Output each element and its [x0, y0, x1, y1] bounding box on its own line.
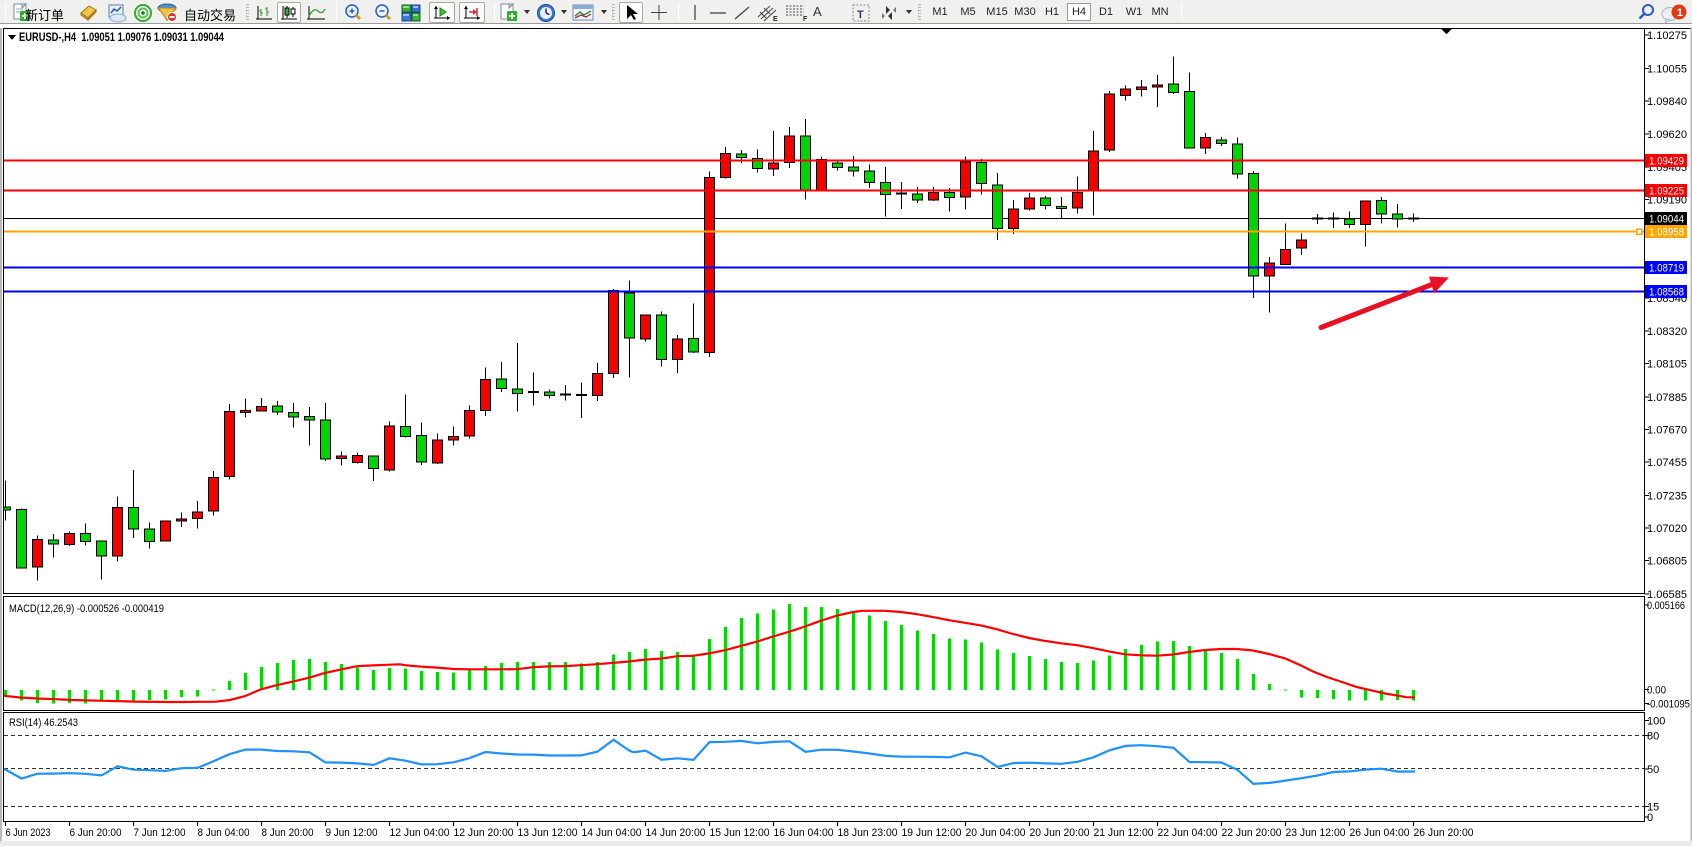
svg-text:1.07455: 1.07455 [1647, 457, 1687, 469]
svg-text:1.09840: 1.09840 [1647, 96, 1687, 108]
svg-text:22 Jun 20:00: 22 Jun 20:00 [1222, 827, 1282, 839]
svg-text:20 Jun 04:00: 20 Jun 04:00 [966, 827, 1026, 839]
svg-text:16 Jun 04:00: 16 Jun 04:00 [774, 827, 834, 839]
svg-text:1.08719: 1.08719 [1649, 262, 1684, 274]
svg-text:12 Jun 20:00: 12 Jun 20:00 [454, 827, 514, 839]
svg-text:12 Jun 04:00: 12 Jun 04:00 [390, 827, 450, 839]
svg-text:20 Jun 20:00: 20 Jun 20:00 [1030, 827, 1090, 839]
svg-text:1.09044: 1.09044 [1649, 214, 1684, 226]
svg-text:26 Jun 20:00: 26 Jun 20:00 [1414, 827, 1474, 839]
svg-text:1.10275: 1.10275 [1647, 30, 1687, 42]
svg-text:-0.001095: -0.001095 [1647, 699, 1690, 711]
svg-text:F: F [803, 16, 808, 23]
svg-text:6 Jun 2023: 6 Jun 2023 [6, 827, 51, 839]
svg-text:0.00: 0.00 [1647, 684, 1666, 696]
svg-text:1.06805: 1.06805 [1647, 556, 1687, 568]
svg-text:15 Jun 12:00: 15 Jun 12:00 [710, 827, 770, 839]
svg-text:1.07885: 1.07885 [1647, 392, 1687, 404]
svg-text:1.07020: 1.07020 [1647, 523, 1687, 535]
svg-text:26 Jun 04:00: 26 Jun 04:00 [1350, 827, 1410, 839]
svg-text:100: 100 [1647, 716, 1665, 728]
svg-text:MACD(12,26,9) -0.000526 -0.000: MACD(12,26,9) -0.000526 -0.000419 [9, 603, 164, 615]
svg-text:6 Jun 20:00: 6 Jun 20:00 [70, 827, 122, 839]
svg-text:50: 50 [1647, 764, 1659, 776]
svg-text:14 Jun 04:00: 14 Jun 04:00 [582, 827, 642, 839]
svg-text:1.07235: 1.07235 [1647, 491, 1687, 503]
svg-text:13 Jun 12:00: 13 Jun 12:00 [518, 827, 578, 839]
svg-text:9 Jun 12:00: 9 Jun 12:00 [326, 827, 378, 839]
svg-text:1.06585: 1.06585 [1647, 589, 1687, 601]
svg-text:8 Jun 04:00: 8 Jun 04:00 [198, 827, 250, 839]
svg-text:18 Jun 23:00: 18 Jun 23:00 [838, 827, 898, 839]
svg-text:19 Jun 12:00: 19 Jun 12:00 [902, 827, 962, 839]
svg-text:14 Jun 20:00: 14 Jun 20:00 [646, 827, 706, 839]
svg-text:1.09620: 1.09620 [1647, 129, 1687, 141]
svg-text:1: 1 [1677, 7, 1683, 19]
svg-text:1.09225: 1.09225 [1649, 185, 1684, 197]
svg-text:80: 80 [1647, 731, 1659, 743]
svg-text:1.09190: 1.09190 [1647, 194, 1687, 206]
svg-text:E: E [773, 16, 778, 23]
svg-text:1.08105: 1.08105 [1647, 359, 1687, 371]
svg-text:0: 0 [1647, 812, 1653, 824]
svg-text:15: 15 [1647, 802, 1659, 814]
svg-text:22 Jun 04:00: 22 Jun 04:00 [1158, 827, 1218, 839]
svg-text:0.005166: 0.005166 [1647, 600, 1685, 612]
svg-text:1.10055: 1.10055 [1647, 63, 1687, 75]
svg-text:1.08958: 1.08958 [1649, 227, 1684, 239]
svg-text:21 Jun 12:00: 21 Jun 12:00 [1094, 827, 1154, 839]
svg-text:EURUSD-,H4 1.09051 1.09076 1.: EURUSD-,H4 1.09051 1.09076 1.09031 1.090… [19, 32, 224, 44]
svg-text:T: T [857, 9, 864, 21]
svg-text:1.08320: 1.08320 [1647, 326, 1687, 338]
svg-text:1.09429: 1.09429 [1649, 155, 1684, 167]
svg-text:1.07670: 1.07670 [1647, 425, 1687, 437]
svg-text:8 Jun 20:00: 8 Jun 20:00 [262, 827, 314, 839]
svg-text:1.08568: 1.08568 [1649, 286, 1684, 298]
svg-text:23 Jun 12:00: 23 Jun 12:00 [1286, 827, 1346, 839]
svg-text:RSI(14) 46.2543: RSI(14) 46.2543 [9, 717, 78, 729]
svg-text:7 Jun 12:00: 7 Jun 12:00 [134, 827, 186, 839]
